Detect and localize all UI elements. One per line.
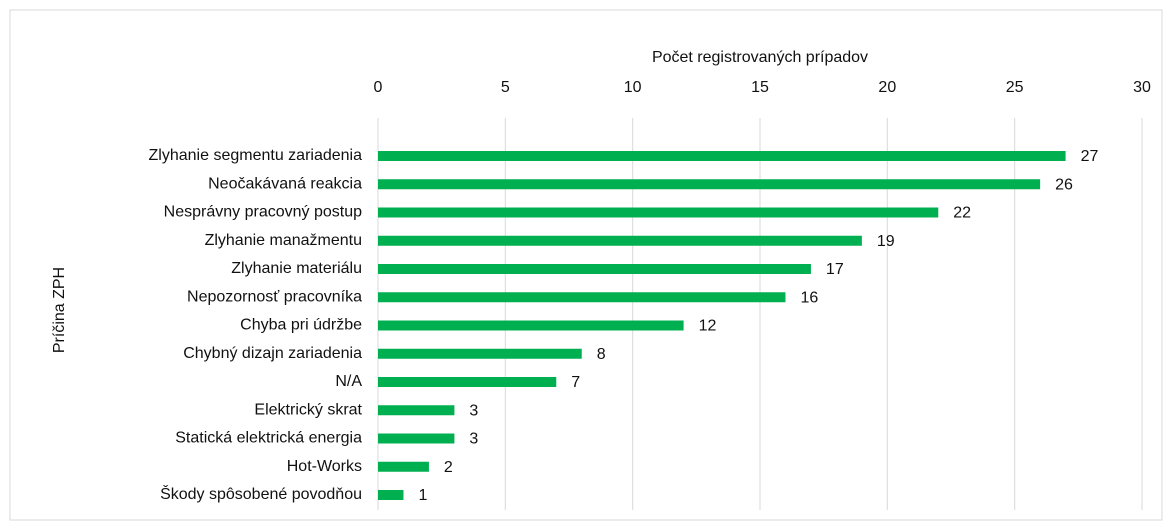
bar	[378, 320, 684, 331]
x-tick-label: 25	[1006, 79, 1024, 96]
y-tick-label: Chybný dizajn zariadenia	[183, 345, 362, 362]
x-tick-label: 0	[374, 79, 383, 96]
data-label: 26	[1055, 176, 1073, 193]
bar	[378, 461, 429, 472]
data-label: 27	[1081, 148, 1099, 165]
bar	[378, 490, 404, 500]
y-tick-label: Zlyhanie segmentu zariadenia	[149, 147, 363, 164]
data-label: 1	[418, 487, 427, 504]
x-tick-label: 20	[878, 79, 896, 96]
data-label: 19	[877, 233, 895, 250]
bar	[378, 151, 1066, 161]
y-tick-label: Zlyhanie materiálu	[231, 260, 362, 277]
data-label: 8	[597, 346, 606, 363]
y-tick-label: Nepozornosť pracovníka	[187, 288, 362, 305]
y-tick-label: Nesprávny pracovný postup	[164, 204, 362, 221]
y-axis-title: Príčina ZPH	[51, 267, 68, 353]
x-tick-label: 10	[624, 79, 642, 96]
data-label: 12	[699, 318, 717, 335]
x-tick-label: 5	[501, 79, 510, 96]
x-tick-label: 30	[1133, 79, 1151, 96]
data-label: 3	[469, 402, 478, 419]
bar	[378, 264, 811, 274]
bar	[378, 405, 455, 416]
bar	[378, 207, 939, 218]
data-label: 22	[953, 205, 971, 222]
y-tick-label: Elektrický skrat	[254, 401, 362, 418]
data-label: 2	[444, 459, 453, 476]
bar	[378, 179, 1041, 190]
bar	[378, 377, 557, 387]
data-label: 7	[571, 374, 580, 391]
x-tick-label: 15	[751, 79, 769, 96]
bar	[378, 292, 786, 303]
x-axis-title: Počet registrovaných prípadov	[652, 49, 868, 66]
data-label: 3	[469, 431, 478, 448]
data-label: 17	[826, 261, 844, 278]
y-tick-label: Hot-Works	[287, 458, 362, 475]
y-tick-label: Statická elektrická energia	[175, 430, 362, 447]
y-tick-label: Zlyhanie manažmentu	[205, 232, 362, 249]
y-tick-label: Škody spôsobené povodňou	[160, 484, 362, 503]
y-tick-label: Neočakávaná reakcia	[208, 175, 362, 192]
bar	[378, 235, 862, 246]
bar	[378, 348, 582, 359]
y-tick-label: Chyba pri údržbe	[240, 317, 362, 334]
bar	[378, 433, 455, 444]
y-tick-label: N/A	[335, 373, 362, 390]
data-label: 16	[800, 289, 818, 306]
